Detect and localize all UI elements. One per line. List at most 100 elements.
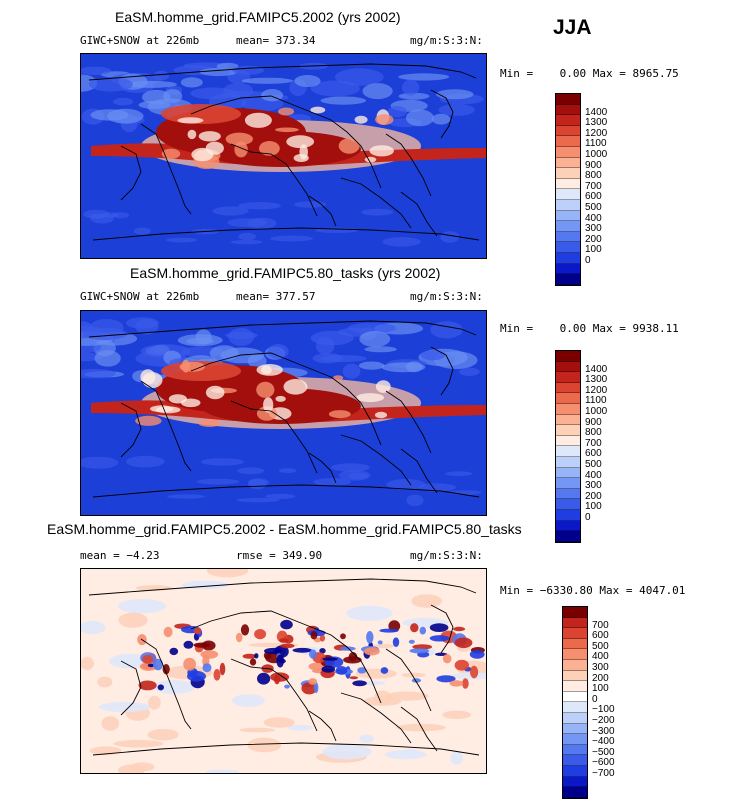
colorbar-tick-label: 1000 [585,406,608,417]
colorbar-tick-label: 200 [592,672,609,684]
colorbar-tick-label: 200 [585,490,602,502]
colorbar-tick-label: 100 [585,501,602,513]
panel2-colorbar [555,350,581,543]
colorbar-swatch [556,372,580,383]
panel3-units: mg/m:S:3:N: [410,549,483,562]
colorbar-tick-label: 0 [585,255,591,266]
colorbar-swatch [563,765,587,777]
colorbar-swatch [556,499,580,510]
colorbar-swatch [556,520,580,532]
colorbar-swatch [563,787,587,798]
colorbar-tick-label: −100 [592,704,615,716]
colorbar-tick-label: 100 [585,244,602,256]
colorbar-tick-label: 900 [585,159,602,171]
colorbar-swatch [563,744,587,756]
colorbar-swatch [556,231,580,243]
colorbar-tick-label: 800 [585,170,602,182]
colorbar-tick-label: 400 [585,469,602,481]
colorbar-tick-label: 0 [585,512,591,523]
colorbar-swatch [556,146,580,158]
panel1-map [80,53,487,259]
colorbar-swatch [556,351,580,362]
panel2-title: EaSM.homme_grid.FAMIPC5.80_tasks (yrs 20… [130,265,441,281]
colorbar-tick-label: 400 [592,651,609,663]
colorbar-tick-label: 1200 [585,127,608,139]
colorbar-tick-label: 800 [585,427,602,439]
colorbar-tick-label: 1200 [585,384,608,396]
colorbar-swatch [556,168,580,179]
colorbar-swatch [563,649,587,660]
colorbar-swatch [563,670,587,682]
colorbar-tick-label: −500 [592,746,615,758]
colorbar-swatch [556,435,580,447]
panel2-field: GIWC+SNOW at 226mb [80,290,200,303]
colorbar-tick-label: 1300 [585,374,608,386]
colorbar-tick-label: 700 [585,437,602,449]
panel3-minmax: Min = −6330.80 Max = 4047.01 [500,584,686,597]
colorbar-swatch [556,210,580,222]
colorbar-swatch [556,414,580,426]
colorbar-tick-label: 500 [592,640,609,652]
colorbar-tick-label: 300 [585,480,602,492]
panel3-mean: mean = −4.23 [80,549,160,562]
colorbar-swatch [563,712,587,724]
panel2-mean: mean= 377.57 [236,290,316,303]
season-label: JJA [553,16,592,39]
colorbar-tick-label: 1000 [585,149,608,160]
panel1-mean: mean= 373.34 [236,34,316,47]
colorbar-swatch [563,723,587,735]
panel1-title: EaSM.homme_grid.FAMIPC5.2002 (yrs 2002) [115,9,401,25]
colorbar-tick-label: 100 [592,683,609,695]
colorbar-tick-label: 0 [592,693,598,705]
colorbar-tick-label: 600 [592,630,609,642]
colorbar-swatch [556,157,580,169]
colorbar-swatch [563,659,587,671]
colorbar-swatch [556,425,580,436]
colorbar-tick-label: 1400 [585,363,608,375]
colorbar-swatch [556,382,580,394]
colorbar-swatch [563,691,587,703]
colorbar-swatch [556,263,580,275]
colorbar-swatch [563,681,587,692]
colorbar-swatch [556,115,580,126]
colorbar-swatch [556,125,580,137]
colorbar-tick-label: 600 [585,191,602,203]
colorbar-swatch [556,403,580,415]
colorbar-swatch [556,221,580,232]
colorbar-tick-label: 900 [585,416,602,428]
colorbar-swatch [556,274,580,285]
panel1-minmax: Min = 0.00 Max = 8965.75 [500,67,679,80]
colorbar-swatch [563,755,587,766]
colorbar-swatch [556,94,580,105]
colorbar-swatch [556,242,580,253]
colorbar-tick-label: 700 [592,619,609,631]
colorbar-swatch [563,628,587,639]
panel2-units: mg/m:S:3:N: [410,290,483,303]
colorbar-swatch [563,638,587,650]
colorbar-tick-label: 300 [592,662,609,673]
colorbar-swatch [563,607,587,618]
colorbar-swatch [556,478,580,489]
colorbar-swatch [556,446,580,457]
colorbar-swatch [556,136,580,147]
colorbar-tick-label: −600 [592,757,615,769]
colorbar-tick-label: 300 [585,223,602,235]
colorbar-swatch [563,734,587,745]
colorbar-swatch [563,702,587,713]
colorbar-tick-label: −400 [592,736,615,748]
colorbar-swatch [556,189,580,200]
colorbar-swatch [556,178,580,190]
colorbar-swatch [556,393,580,404]
colorbar-swatch [556,199,580,211]
colorbar-tick-label: −700 [592,768,615,779]
colorbar-tick-label: 700 [585,180,602,192]
colorbar-tick-label: 1100 [585,395,607,407]
map-field [81,54,486,258]
panel2-map [80,310,487,516]
panel1-field: GIWC+SNOW at 226mb [80,34,200,47]
colorbar-swatch [556,361,580,373]
colorbar-tick-label: −200 [592,715,615,726]
colorbar-tick-label: 1300 [585,117,608,129]
colorbar-swatch [556,456,580,468]
colorbar-swatch [556,252,580,264]
